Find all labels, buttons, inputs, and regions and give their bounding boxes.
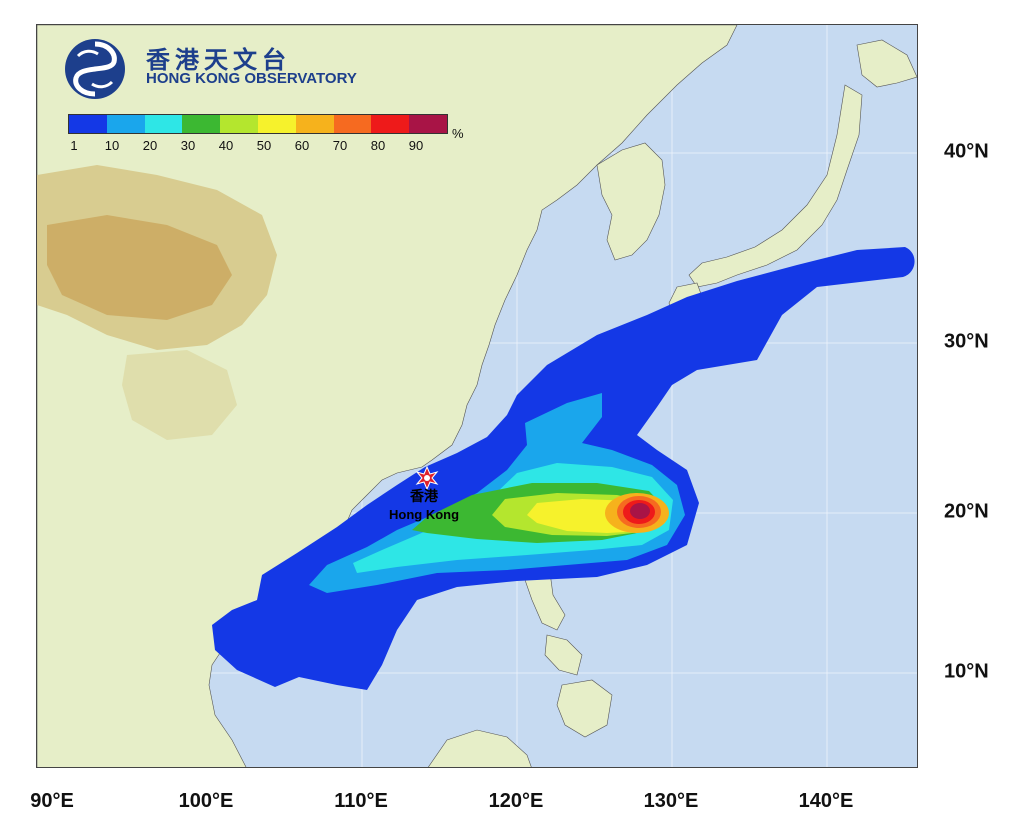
map-frame[interactable] bbox=[36, 24, 918, 768]
longitude-label: 100°E bbox=[178, 790, 234, 812]
philippines-visayas bbox=[544, 634, 583, 676]
legend-swatch bbox=[333, 115, 372, 133]
yunnan-highland bbox=[122, 350, 237, 440]
legend-tick-label: 20 bbox=[142, 138, 158, 153]
legend-swatch bbox=[409, 115, 447, 133]
legend-tick-label: 30 bbox=[180, 138, 196, 153]
legend-tick-label: 90 bbox=[408, 138, 424, 153]
japan-hokkaido bbox=[856, 39, 917, 88]
latitude-label: 30°N bbox=[944, 330, 989, 353]
legend-swatch bbox=[257, 115, 296, 133]
organization-name-zh: 香港天文台 bbox=[146, 46, 291, 74]
longitude-label: 90°E bbox=[30, 790, 74, 812]
legend-tick-label: 80 bbox=[370, 138, 386, 153]
hko-logo-icon bbox=[65, 39, 125, 99]
philippines-mindanao bbox=[556, 679, 613, 738]
longitude-label: 120°E bbox=[488, 790, 544, 812]
probability-swath bbox=[212, 247, 915, 690]
legend-unit: % bbox=[452, 126, 464, 141]
swath-90-plus bbox=[630, 503, 650, 519]
hong-kong-label-en: Hong Kong bbox=[389, 507, 460, 522]
legend-swatch bbox=[295, 115, 334, 133]
legend-swatch bbox=[371, 115, 410, 133]
legend-tick-label: 60 bbox=[294, 138, 310, 153]
latitude-label: 40°N bbox=[944, 140, 989, 163]
legend-swatch bbox=[69, 115, 107, 133]
longitude-label: 130°E bbox=[643, 790, 699, 812]
latitude-label: 10°N bbox=[944, 660, 989, 683]
legend-swatch bbox=[182, 115, 221, 133]
legend-swatch bbox=[106, 115, 145, 133]
borneo bbox=[428, 729, 532, 767]
legend-tick-label: 1 bbox=[70, 138, 78, 153]
legend-swatch bbox=[144, 115, 183, 133]
map-canvas[interactable] bbox=[37, 25, 918, 768]
legend-tick-label: 10 bbox=[104, 138, 120, 153]
longitude-label: 140°E bbox=[798, 790, 854, 812]
korean-peninsula bbox=[596, 142, 666, 261]
legend-swatch bbox=[220, 115, 258, 133]
longitude-label: 110°E bbox=[334, 790, 388, 812]
legend-tick-label: 70 bbox=[332, 138, 348, 153]
probability-legend-bar bbox=[68, 114, 448, 134]
star-marker-icon[interactable] bbox=[415, 465, 439, 491]
legend-tick-label: 50 bbox=[256, 138, 272, 153]
legend-tick-label: 40 bbox=[218, 138, 234, 153]
japan-honshu bbox=[688, 84, 863, 288]
hong-kong-label-zh: 香港 bbox=[410, 489, 438, 505]
mountain-core bbox=[47, 215, 232, 320]
organization-name-en: HONG KONG OBSERVATORY bbox=[146, 70, 357, 87]
latitude-label: 20°N bbox=[944, 500, 989, 523]
